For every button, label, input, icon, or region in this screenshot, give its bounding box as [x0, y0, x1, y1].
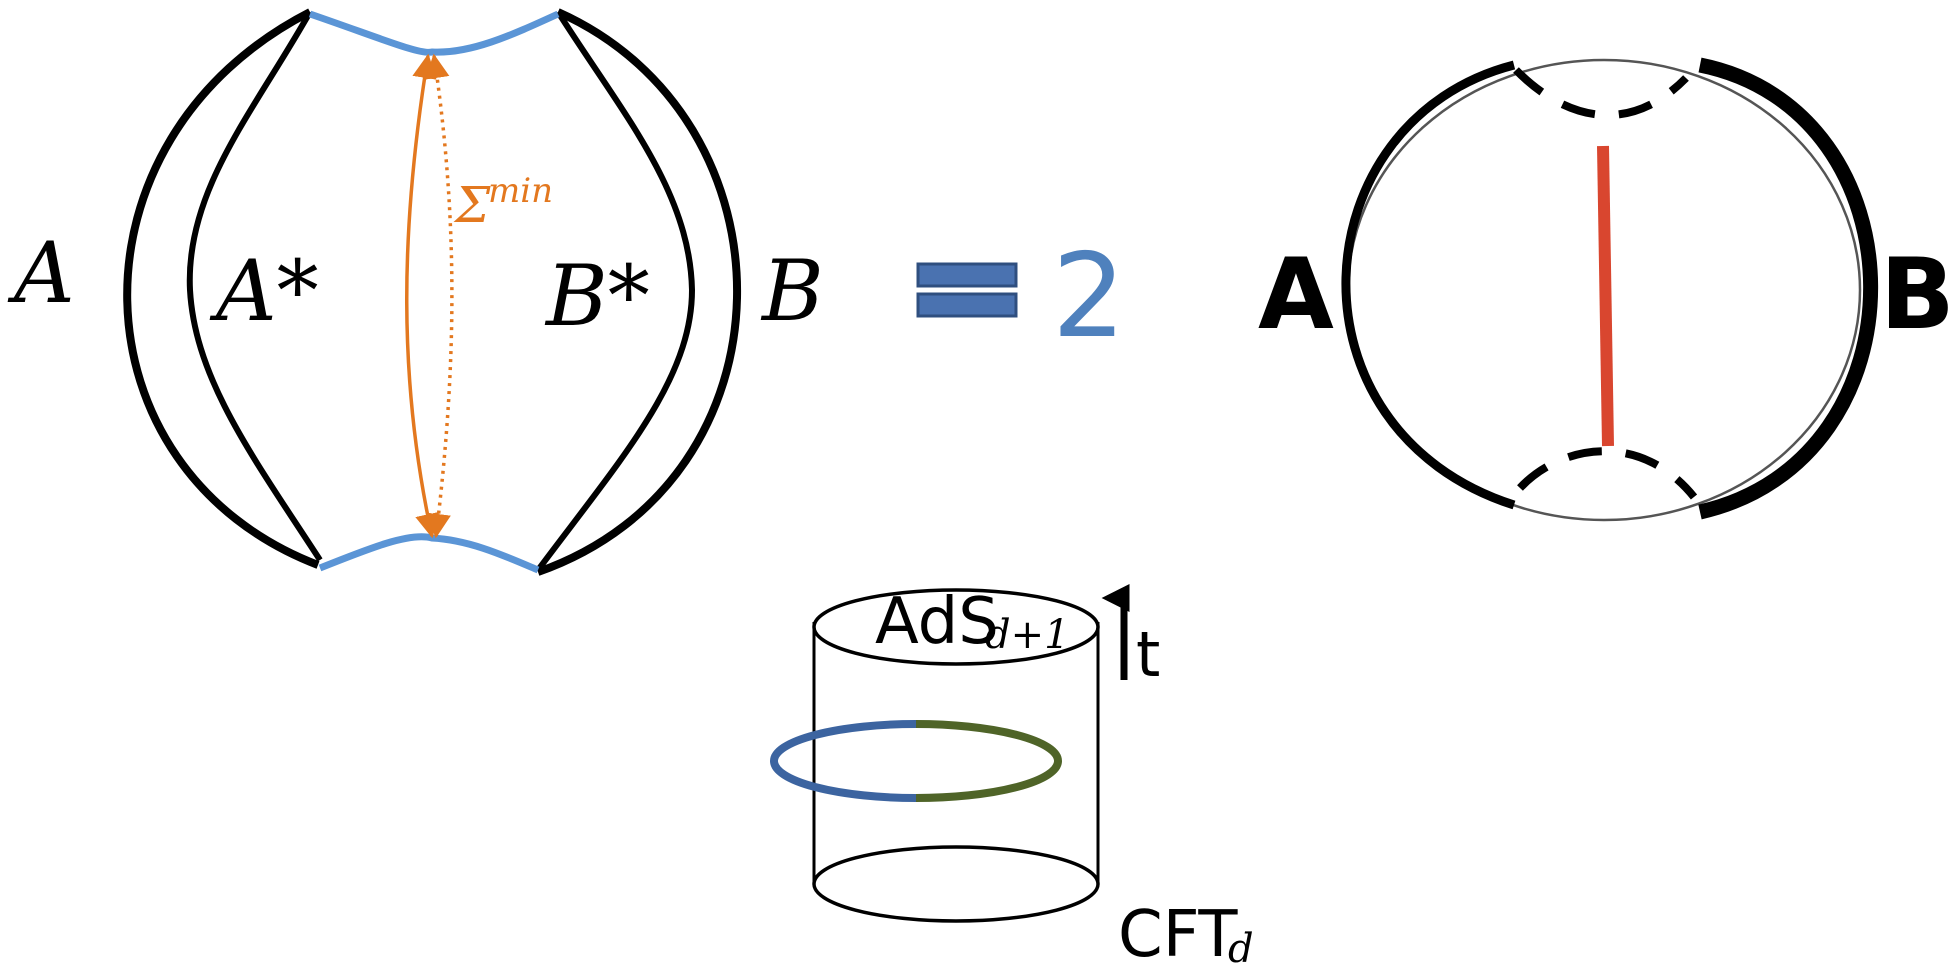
label-ads: AdS — [875, 585, 999, 659]
two-sided-diagram: A B — [1258, 57, 1949, 522]
label-cft: CFT — [1118, 898, 1238, 966]
label-b: B — [760, 242, 824, 340]
bottom-dashed-geodesic — [1517, 447, 1698, 500]
label-sigma: Σ — [453, 176, 491, 234]
sigma-min-solid-arrow — [405, 53, 440, 539]
label-sigma-superscript: min — [488, 171, 553, 211]
outer-right-arc — [536, 8, 742, 576]
label-a-star: A* — [209, 242, 319, 340]
bottom-boundary-curve — [318, 533, 540, 574]
label-a-bold: A — [1258, 238, 1334, 352]
red-connecting-line — [1597, 145, 1614, 447]
inner-right-curve — [535, 10, 696, 572]
inner-left-curve — [186, 10, 323, 562]
label-b-star: B* — [544, 247, 650, 345]
cylinder-bottom-ellipse — [812, 845, 1100, 923]
label-ads-subscript: d+1 — [985, 612, 1070, 658]
top-boundary-curve — [308, 10, 560, 56]
wormhole-diagram: A A* B* B Σ min — [7, 8, 824, 576]
outer-left-arc — [123, 8, 320, 569]
label-cft-subscript: d — [1228, 926, 1254, 966]
equals-bar-top — [916, 262, 1018, 288]
sigma-min-dotted-arrow — [425, 53, 454, 539]
region-b-arc — [1698, 57, 1878, 520]
region-a-arc — [1341, 60, 1516, 510]
value-two: 2 — [1052, 229, 1126, 364]
equation: 2 — [916, 229, 1126, 364]
middle-ring-green-arc — [915, 720, 1062, 802]
label-a: A — [7, 224, 75, 322]
cylinder-top-ellipse — [812, 588, 1100, 666]
label-b-bold: B — [1880, 238, 1949, 352]
top-dashed-geodesic — [1513, 67, 1689, 119]
label-time: t — [1136, 618, 1160, 691]
equals-bar-bottom — [916, 292, 1018, 318]
ads-cylinder: AdS d+1 t CFT d — [770, 584, 1254, 966]
middle-ring-blue-arc — [770, 720, 917, 802]
